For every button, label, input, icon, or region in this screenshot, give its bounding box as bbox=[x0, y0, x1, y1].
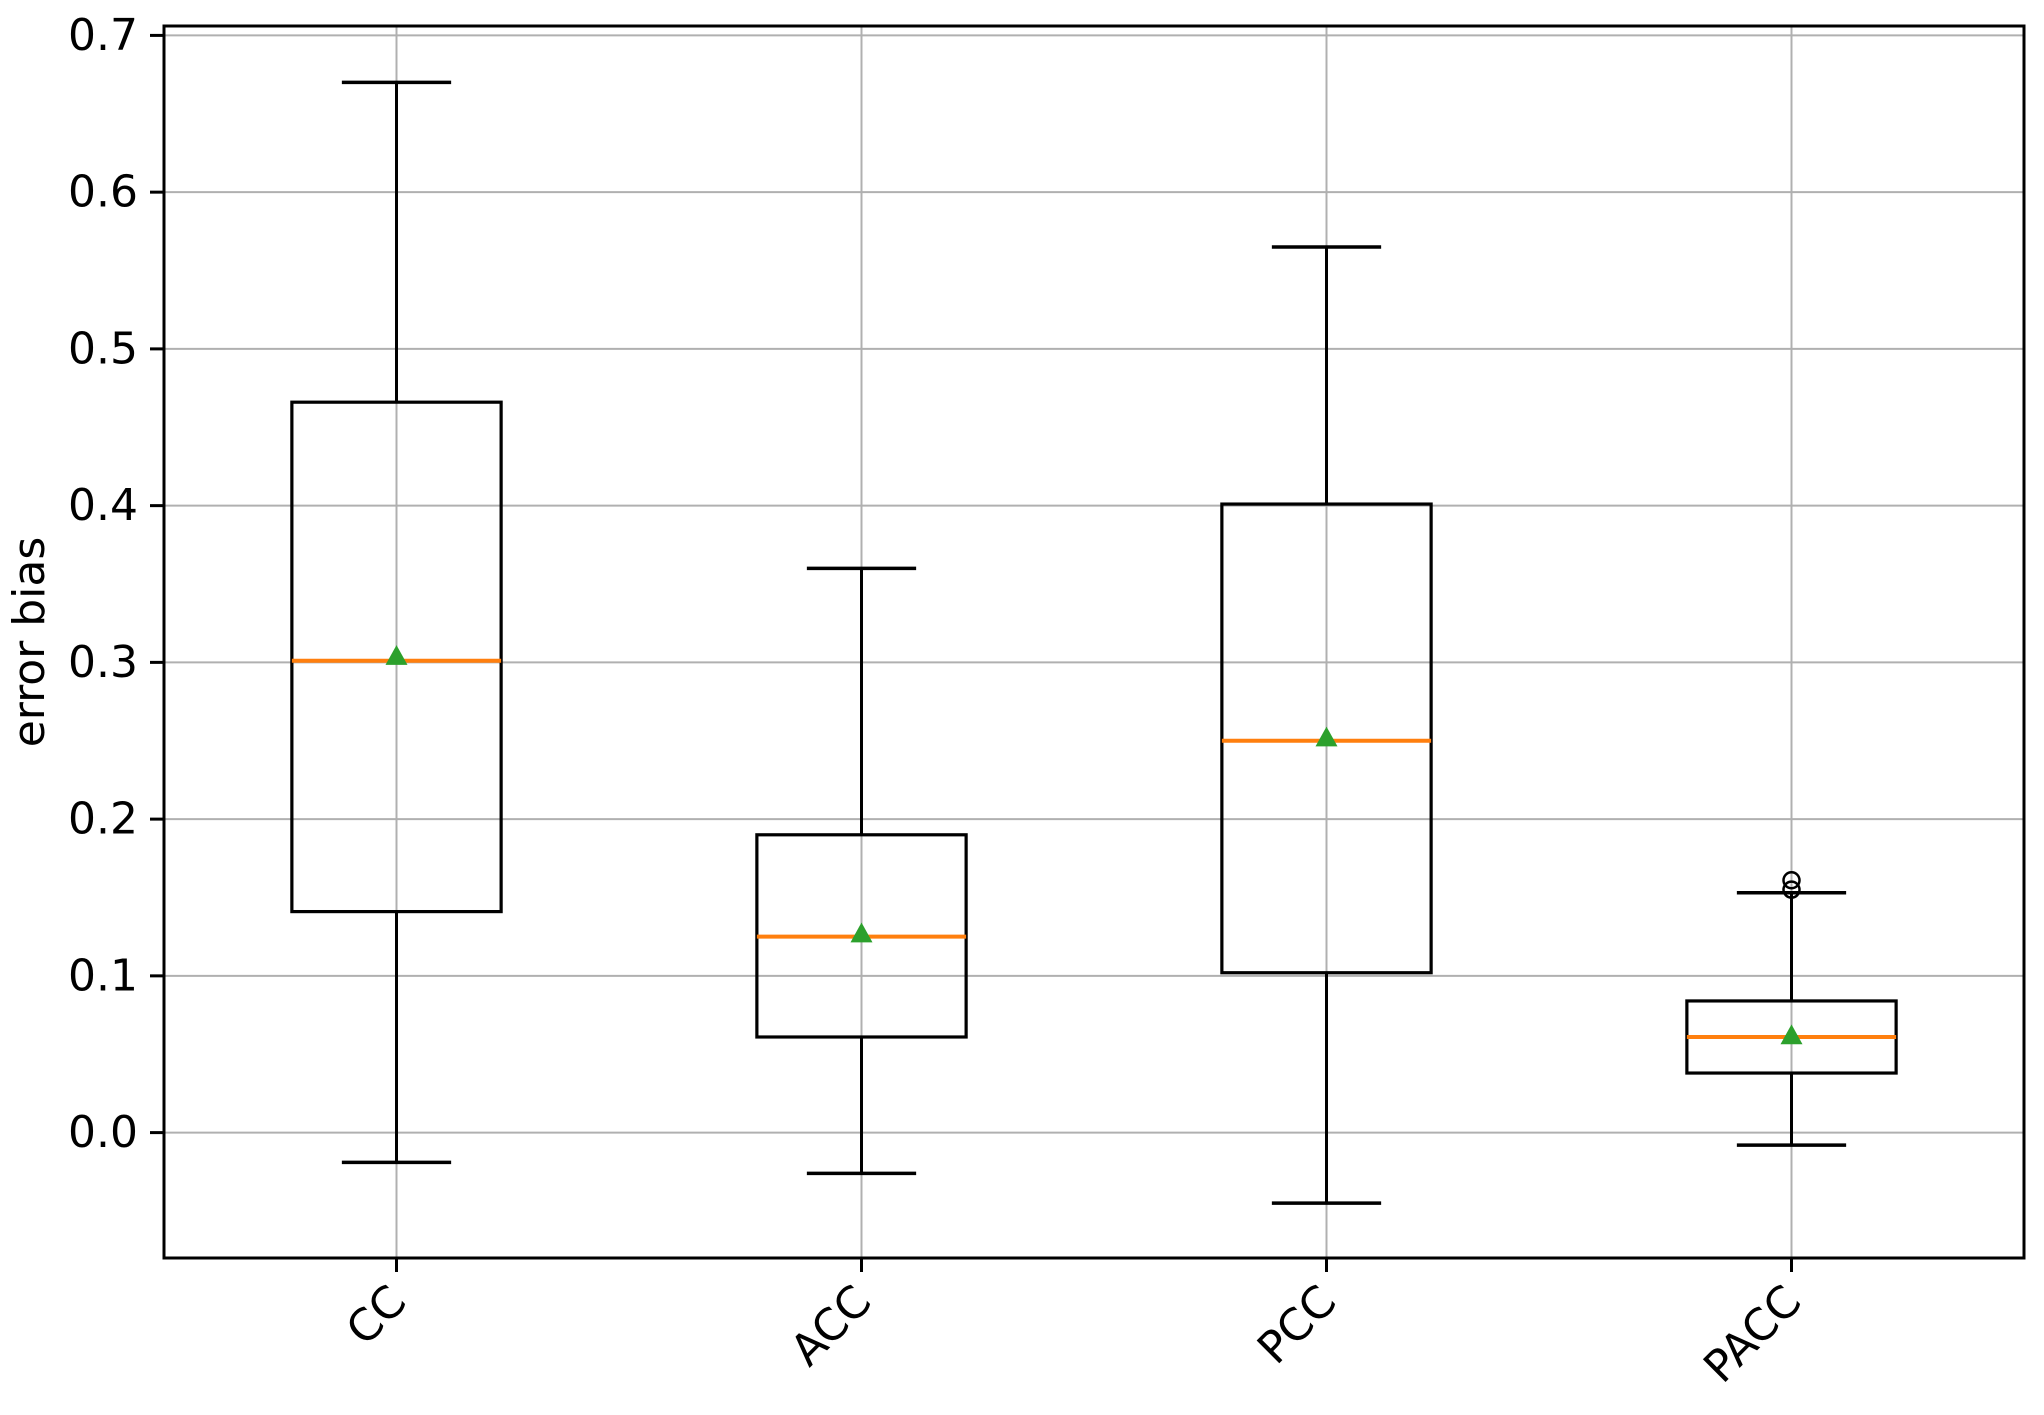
y-tick-label: 0.3 bbox=[68, 637, 138, 688]
y-tick-label: 0.5 bbox=[68, 323, 138, 374]
y-tick-label: 0.0 bbox=[68, 1107, 138, 1158]
mean-marker-triangle-up-icon bbox=[385, 645, 408, 665]
y-tick-label: 0.4 bbox=[68, 480, 138, 531]
x-tick-label: PACC bbox=[1694, 1276, 1811, 1393]
mean-marker-triangle-up-icon bbox=[1315, 726, 1338, 747]
outlier-open-circle-icon bbox=[1782, 880, 1801, 899]
y-tick-label: 0.1 bbox=[68, 950, 138, 1001]
boxes-layer bbox=[290, 80, 1898, 1205]
x-tick-label: PCC bbox=[1248, 1276, 1346, 1374]
y-axis-title: error bias bbox=[4, 537, 55, 748]
y-tick-label: 0.2 bbox=[68, 794, 138, 845]
mean-marker-triangle-up-icon bbox=[850, 922, 873, 943]
plot-border bbox=[162, 24, 2026, 1260]
grid-layer bbox=[164, 26, 2024, 1258]
box-group-ACC bbox=[755, 566, 968, 1176]
x-tick-label: CC bbox=[337, 1276, 417, 1356]
box-rect bbox=[290, 400, 503, 914]
x-tick-label: ACC bbox=[781, 1276, 881, 1376]
box-group-PACC bbox=[1685, 870, 1898, 1147]
y-tick-label: 0.7 bbox=[68, 10, 138, 61]
box-group-PCC bbox=[1220, 245, 1433, 1205]
axes-layer: 0.0 0.1 0.2 0.3 0.4 0.5 0.6 0.7 CC ACC PCC PACC bbox=[68, 10, 2026, 1393]
y-tick-label: 0.6 bbox=[68, 167, 138, 218]
outlier-open-circle-icon bbox=[1782, 870, 1801, 890]
mean-marker-triangle-up-icon bbox=[1780, 1024, 1803, 1045]
box-group-CC bbox=[290, 80, 503, 1165]
box-rect bbox=[1220, 502, 1433, 975]
